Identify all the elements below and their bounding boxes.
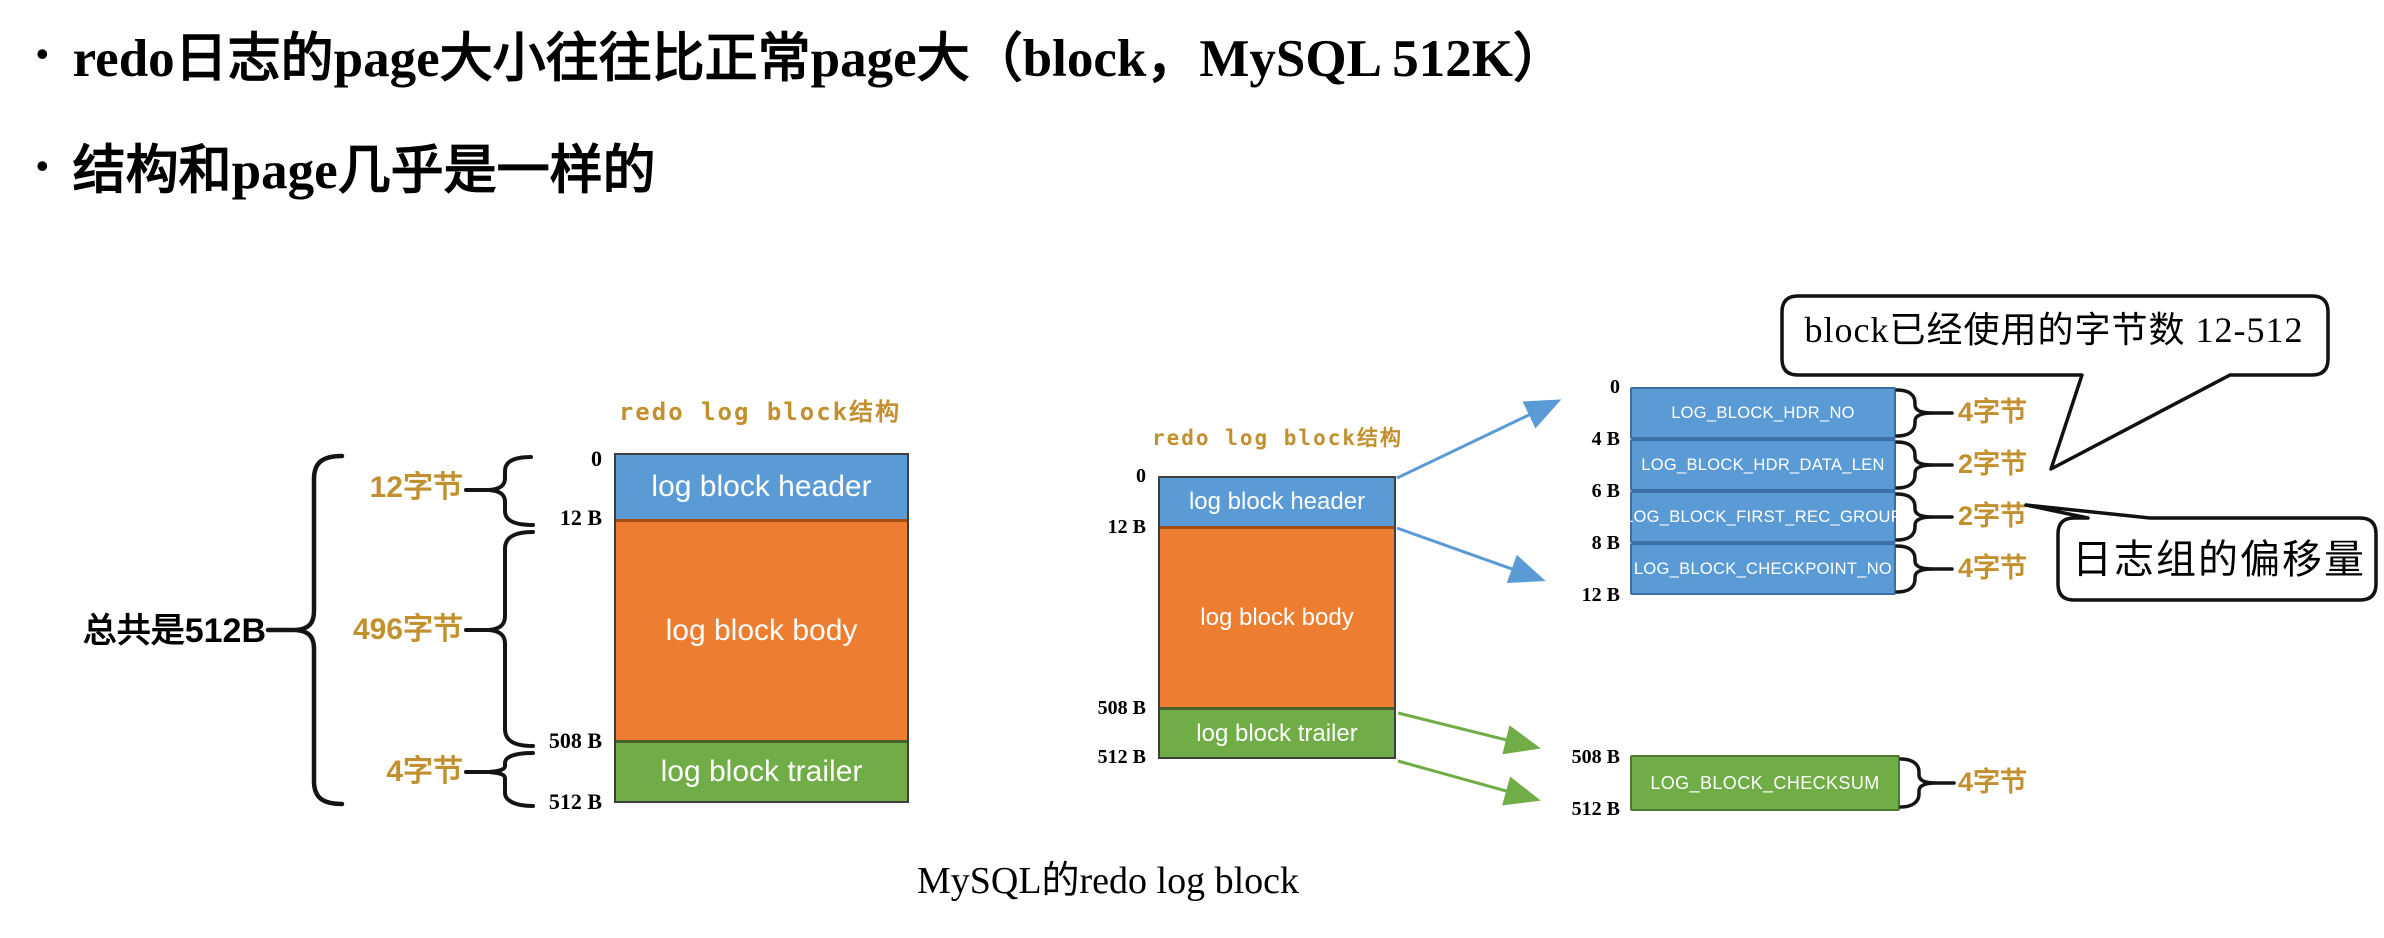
- left-log-block-trailer: log block trailer: [616, 740, 907, 801]
- left-offset-512b: 512 B: [548, 789, 602, 814]
- left-total-label: 总共是512B: [82, 612, 266, 650]
- arrow-trailer-to-checksum-top: [1397, 711, 1541, 755]
- arrow-trailer-to-checksum-bottom: [1397, 759, 1541, 806]
- left-log-block-body: log block body: [616, 519, 907, 740]
- field-size-4: 4字节: [1958, 553, 2028, 583]
- callout-bytes-used-text: block已经使用的字节数 12-512: [1804, 310, 2304, 350]
- left-size-label-header: 12字节: [369, 471, 463, 504]
- middle-trailer-label: log block trailer: [1196, 719, 1358, 747]
- field-label: LOG_BLOCK_CHECKSUM: [1650, 772, 1880, 793]
- figure-caption: MySQL的redo log block: [916, 860, 1300, 902]
- bullet-text-2: 结构和page几乎是一样的: [72, 142, 656, 200]
- right-offset-4b: 4 B: [1591, 428, 1620, 450]
- middle-figure-title: redo log block结构: [1152, 426, 1404, 450]
- field-log-block-first-rec-group: LOG_BLOCK_FIRST_REC_GROUP: [1624, 491, 1902, 543]
- right-offset-12b: 12 B: [1581, 584, 1620, 606]
- callout-log-group-offset-text: 日志组的偏移量: [2072, 537, 2366, 582]
- field-log-block-hdr-no: LOG_BLOCK_HDR_NO: [1630, 387, 1896, 439]
- bullet-marker: •: [36, 34, 49, 74]
- brace-field-4: [1895, 544, 1934, 594]
- brace-checksum: [1899, 757, 1937, 809]
- checksum-size: 4字节: [1958, 767, 2028, 797]
- arrow-header-to-fields-bottom: [1396, 526, 1546, 584]
- bullet-line-1: • redo日志的page大小往往比正常page大（block，MySQL 51…: [36, 16, 1566, 92]
- right-offset-0: 0: [1610, 376, 1620, 398]
- left-size-label-body: 496字节: [352, 613, 463, 646]
- left-offset-0: 0: [591, 446, 602, 471]
- field-log-block-hdr-data-len: LOG_BLOCK_HDR_DATA_LEN: [1630, 439, 1896, 491]
- field-label: LOG_BLOCK_CHECKPOINT_NO: [1633, 559, 1893, 578]
- left-size-label-trailer: 4字节: [386, 755, 463, 788]
- left-offset-508b: 508 B: [548, 728, 602, 753]
- bullet-line-2: • 结构和page几乎是一样的: [36, 128, 656, 204]
- right-offset-8b: 8 B: [1591, 532, 1620, 554]
- field-log-block-checkpoint-no: LOG_BLOCK_CHECKPOINT_NO: [1630, 543, 1896, 595]
- middle-offset-508b: 508 B: [1097, 697, 1146, 719]
- field-size-3: 2字节: [1958, 501, 2028, 531]
- left-block-diagram: log block header log block body log bloc…: [614, 453, 909, 803]
- right-offset-512b: 512 B: [1571, 798, 1620, 820]
- right-offset-508b: 508 B: [1571, 746, 1620, 768]
- middle-header-label: log block header: [1188, 488, 1366, 515]
- field-label: LOG_BLOCK_HDR_DATA_LEN: [1641, 455, 1885, 474]
- field-label: LOG_BLOCK_HDR_NO: [1671, 403, 1855, 422]
- left-figure-title: redo log block结构: [618, 398, 902, 426]
- middle-body-label: log block body: [1200, 604, 1354, 631]
- field-log-block-checksum: LOG_BLOCK_CHECKSUM: [1630, 755, 1900, 811]
- middle-log-block-header: log block header: [1160, 478, 1394, 526]
- brace-field-2: [1895, 440, 1934, 490]
- bullet-text-1: redo日志的page大小往往比正常page大（block，MySQL 512K…: [72, 30, 1567, 88]
- brace-field-3: [1895, 492, 1934, 542]
- middle-log-block-body: log block body: [1160, 526, 1394, 707]
- bullet-marker: •: [36, 146, 49, 186]
- middle-offset-512b: 512 B: [1097, 746, 1146, 768]
- brace-field-1: [1895, 388, 1934, 438]
- middle-log-block-trailer: log block trailer: [1160, 707, 1394, 757]
- right-offset-6b: 6 B: [1591, 480, 1620, 502]
- left-brace-body: [488, 530, 535, 748]
- left-body-label: log block body: [665, 614, 858, 647]
- left-offset-12b: 12 B: [559, 505, 602, 530]
- field-size-2: 2字节: [1958, 449, 2028, 479]
- left-header-label: log block header: [651, 470, 872, 503]
- middle-offset-0: 0: [1136, 465, 1146, 487]
- field-size-1: 4字节: [1958, 397, 2028, 427]
- left-trailer-label: log block trailer: [660, 755, 863, 788]
- middle-block-diagram: log block header log block body log bloc…: [1158, 476, 1396, 759]
- middle-offset-12b: 12 B: [1107, 516, 1146, 538]
- field-label: LOG_BLOCK_FIRST_REC_GROUP: [1624, 507, 1902, 526]
- left-log-block-header: log block header: [616, 455, 907, 519]
